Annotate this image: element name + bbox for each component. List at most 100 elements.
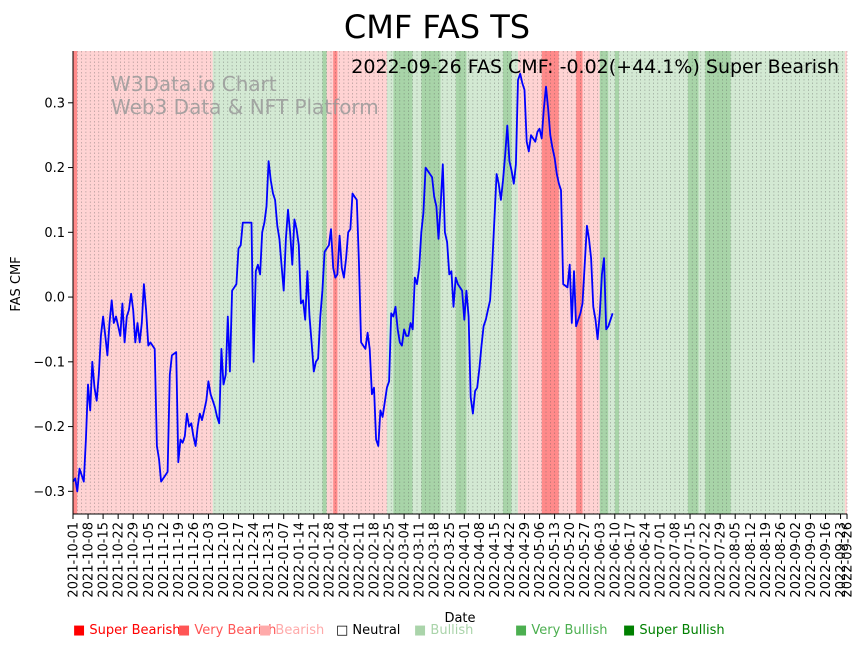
x-tick-label: 2022-01-28 — [322, 522, 337, 598]
y-tick-label: 0.2 — [44, 161, 65, 176]
x-tick-label: 2021-12-24 — [247, 522, 262, 598]
x-tick-label: 2021-11-26 — [187, 522, 202, 598]
band-13 — [440, 51, 456, 514]
watermark-line-2: Web3 Data & NFT Platform — [111, 95, 379, 119]
x-tick-label: 2022-02-18 — [368, 522, 383, 598]
x-tick-label: 2021-10-29 — [127, 522, 142, 598]
x-axis-label: Date — [444, 611, 475, 626]
x-tick-label: 2021-11-05 — [142, 522, 157, 598]
band-24 — [608, 51, 615, 514]
x-tick-label: 2022-09-26 — [841, 522, 856, 598]
band-6 — [326, 51, 334, 514]
x-tick-label: 2022-02-25 — [383, 522, 398, 598]
band-4 — [217, 51, 323, 514]
x-tick-label: 2022-02-04 — [337, 522, 352, 598]
band-28 — [698, 51, 706, 514]
y-axis-label: FAS CMF — [9, 256, 24, 311]
x-tick-label: 2022-04-15 — [488, 522, 503, 598]
y-tick-label: 0.3 — [44, 96, 65, 111]
series-layer — [72, 72, 614, 493]
legend: ■ Super Bearish■ Very Bearish■ Bearish □ … — [73, 623, 725, 638]
x-tick-label: 2022-08-19 — [759, 522, 774, 598]
x-tick-label: 2022-05-27 — [578, 522, 593, 598]
x-tick-label: 2022-07-22 — [699, 522, 714, 598]
x-tick-label: 2022-03-04 — [398, 522, 413, 598]
band-0 — [73, 51, 78, 514]
band-5 — [322, 51, 327, 514]
x-tick-label: 2021-12-03 — [202, 522, 217, 598]
x-tick-label: 2022-06-10 — [608, 522, 623, 598]
x-tick-label: 2021-12-31 — [262, 522, 277, 598]
y-tick-label: −0.1 — [33, 355, 65, 370]
chart-title: CMF FAS TS — [344, 8, 530, 46]
band-9 — [386, 51, 394, 514]
band-32 — [844, 51, 847, 514]
band-21 — [576, 51, 583, 514]
legend-item: ■ Super Bearish — [73, 623, 181, 638]
legend-item: ■ Very Bullish — [515, 623, 607, 638]
legend-item: ■ Bullish — [414, 623, 473, 638]
x-tick-label: 2022-02-11 — [352, 522, 367, 598]
legend-item: ■ Bearish — [259, 623, 324, 638]
y-tick-label: −0.2 — [33, 420, 65, 435]
band-18 — [518, 51, 542, 514]
band-8 — [337, 51, 387, 514]
x-tick-label: 2022-09-23 — [834, 522, 849, 598]
series-line-fas-cmf — [72, 72, 614, 493]
band-15 — [466, 51, 503, 514]
x-tick-label: 2022-03-18 — [428, 522, 443, 598]
x-tick-label: 2022-09-02 — [789, 522, 804, 598]
band-25 — [614, 51, 620, 514]
x-tick-label: 2022-04-08 — [473, 522, 488, 598]
watermark-line-1: W3Data.io Chart — [111, 72, 277, 96]
chart-subtitle: 2022-09-26 FAS CMF: -0.02(+44.1%) Super … — [351, 56, 839, 78]
band-17 — [511, 51, 519, 514]
x-tick-label: 2022-01-21 — [307, 522, 322, 598]
y-tick-label: 0.1 — [44, 226, 65, 241]
band-2 — [85, 51, 213, 514]
x-tick-label: 2022-04-22 — [503, 522, 518, 598]
x-tick-label: 2022-07-08 — [669, 522, 684, 598]
x-tick-label: 2022-08-26 — [774, 522, 789, 598]
x-tick-label: 2022-01-07 — [277, 522, 292, 598]
x-tick-label: 2022-08-12 — [744, 522, 759, 598]
x-tick-label: 2021-10-15 — [97, 522, 112, 598]
y-tick-label: 0.0 — [44, 291, 65, 306]
x-tick-label: 2021-10-01 — [67, 522, 82, 598]
band-12 — [421, 51, 441, 514]
legend-item: ■ Very Bearish — [178, 623, 276, 638]
legend-item: ■ Super Bullish — [623, 623, 725, 638]
y-tick-label: −0.3 — [33, 485, 65, 500]
x-tick-label: 2022-05-06 — [533, 522, 548, 598]
x-tick-label: 2022-07-01 — [653, 522, 668, 598]
x-tick-label: 2022-06-03 — [593, 522, 608, 598]
band-10 — [393, 51, 413, 514]
x-tick-label: 2022-09-09 — [804, 522, 819, 598]
x-tick-label: 2022-09-16 — [819, 522, 834, 598]
x-tick-label: 2021-10-08 — [82, 522, 97, 598]
x-tick-label: 2022-06-24 — [638, 522, 653, 598]
x-tick-label: 2022-08-05 — [729, 522, 744, 598]
x-tick-label: 2022-05-13 — [548, 522, 563, 598]
x-tick-label: 2022-04-29 — [518, 522, 533, 598]
x-tick-label: 2021-11-12 — [157, 522, 172, 598]
x-tick-label: 2021-12-10 — [217, 522, 232, 598]
band-22 — [582, 51, 600, 514]
x-tick-label: 2022-07-15 — [684, 522, 699, 598]
x-tick-label: 2022-07-29 — [714, 522, 729, 598]
x-tick-label: 2022-01-14 — [292, 522, 307, 598]
x-tick-label: 2021-10-22 — [112, 522, 127, 598]
x-tick-label: 2022-05-20 — [563, 522, 578, 598]
band-31 — [739, 51, 847, 514]
x-tick-label: 2022-03-11 — [413, 522, 428, 598]
legend-item: □ Neutral — [336, 623, 400, 638]
x-tick-label: 2021-12-17 — [232, 522, 247, 598]
x-tick-label: 2021-11-19 — [172, 522, 187, 598]
band-14 — [455, 51, 467, 514]
x-tick-label: 2022-04-01 — [458, 522, 473, 598]
band-27 — [687, 51, 699, 514]
x-tick-label: 2022-03-25 — [443, 522, 458, 598]
x-tick-label: 2022-06-17 — [623, 522, 638, 598]
